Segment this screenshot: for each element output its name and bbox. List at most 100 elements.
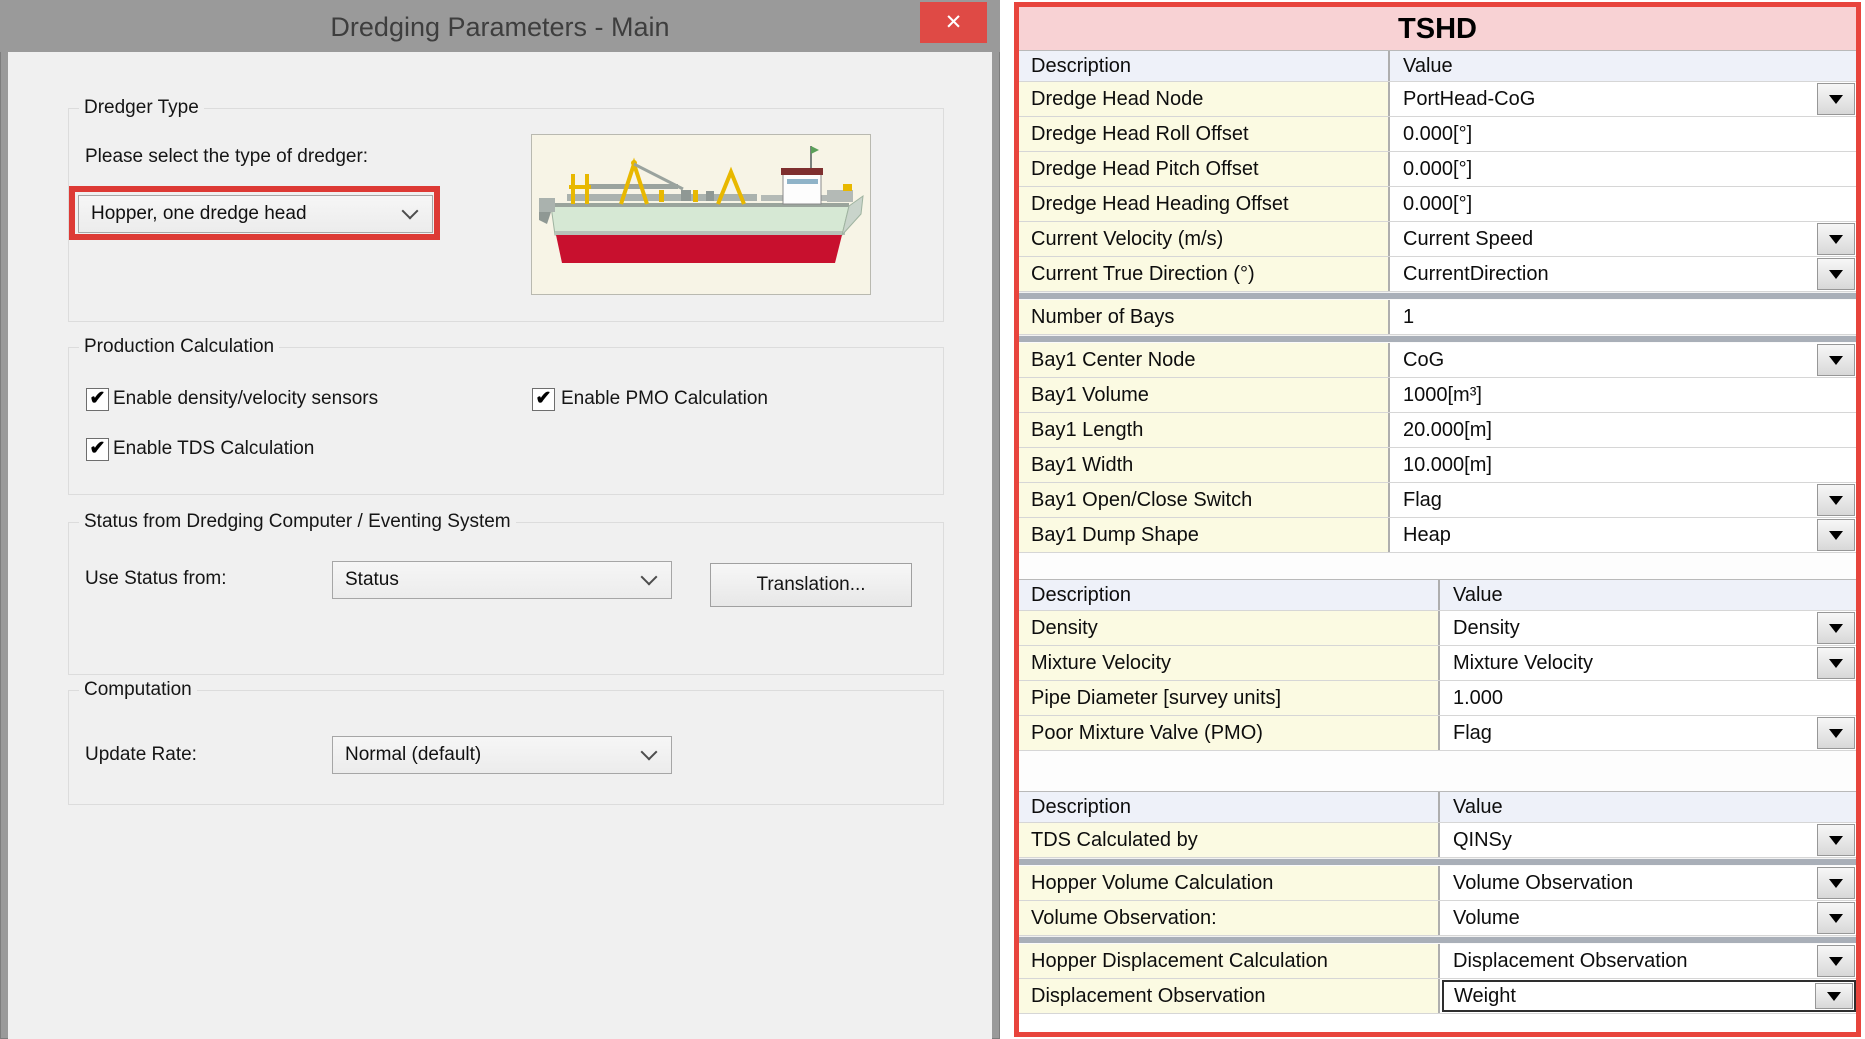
dropdown-arrow-icon [1829,728,1843,738]
checkbox-tds-calculation-label: Enable TDS Calculation [113,438,315,459]
dropdown-button[interactable] [1817,83,1855,115]
dropdown-button[interactable] [1817,612,1855,644]
update-rate-dropdown[interactable]: Normal (default) [332,736,672,774]
row-label: Dredge Head Roll Offset [1019,117,1388,151]
dropdown-arrow-icon [1829,530,1843,540]
dropdown-button[interactable] [1817,867,1855,899]
row-label: Current Velocity (m/s) [1019,222,1388,256]
table-row: Displacement Observation Weight [1019,979,1856,1014]
table-row: Bay1 Open/Close Switch Flag [1019,483,1856,518]
checkbox-tds-calculation[interactable]: ✔ [86,438,109,461]
dropdown-button[interactable] [1817,519,1855,551]
row-value-cell: Flag [1388,483,1856,517]
table-row: Current True Direction (°) CurrentDirecti… [1019,257,1856,292]
row-value-text: Density [1453,616,1520,639]
row-value-cell: PortHead-CoG [1388,82,1856,116]
row-label: Bay1 Dump Shape [1019,518,1388,552]
focused-combo[interactable]: Weight [1442,980,1856,1012]
row-value-cell[interactable]: 1 [1388,300,1856,334]
dropdown-button[interactable] [1817,223,1855,255]
row-value-cell: Flag [1438,716,1856,750]
table-row: Pipe Diameter [survey units] 1.000 [1019,681,1856,716]
row-value-text[interactable]: 0.000[°] [1403,192,1473,215]
table-row: Dredge Head Heading Offset 0.000[°] [1019,187,1856,222]
dredger-type-dropdown[interactable]: Hopper, one dredge head [78,195,433,233]
row-value-cell: Volume [1438,901,1856,935]
table-row: Bay1 Volume 1000[m³] [1019,378,1856,413]
check-icon: ✔ [89,438,106,459]
use-status-from-label: Use Status from: [85,568,227,589]
checkbox-density-velocity-sensors[interactable]: ✔ [86,388,109,411]
row-value-text[interactable]: 0.000[°] [1403,157,1473,180]
status-source-dropdown[interactable]: Status [332,561,672,599]
row-value-text[interactable]: 0.000[°] [1403,122,1473,145]
row-value-text[interactable]: 10.000[m] [1403,453,1492,476]
row-value-cell: Current Speed [1388,222,1856,256]
dropdown-arrow-icon [1829,234,1843,244]
row-label: Displacement Observation [1019,979,1438,1013]
dropdown-arrow-icon [1829,269,1843,279]
table-gap [1019,553,1856,579]
close-button[interactable]: ✕ [920,2,987,43]
table-row: Hopper Volume Calculation Volume Observat… [1019,866,1856,901]
dialog-title: Dredging Parameters - Main [330,12,670,42]
dropdown-button[interactable] [1815,983,1853,1009]
column-header-value-text: Value [1453,583,1503,606]
dropdown-arrow-icon [1829,623,1843,633]
dropdown-button[interactable] [1817,258,1855,290]
row-value-cell[interactable]: 20.000[m] [1388,413,1856,447]
update-rate-label: Update Rate: [85,744,197,765]
row-value-text[interactable]: 1 [1403,305,1415,328]
group-dredger-type: Dredger Type Please select the type of d… [68,97,944,322]
row-value-cell[interactable]: 0.000[°] [1388,117,1856,151]
row-value-cell[interactable]: 0.000[°] [1388,187,1856,221]
column-header-description: Description [1019,580,1438,610]
checkbox-pmo-calculation-label: Enable PMO Calculation [561,388,768,409]
table-row: Bay1 Width 10.000[m] [1019,448,1856,483]
dropdown-arrow-icon [1829,835,1843,845]
row-value-cell[interactable]: 1000[m³] [1388,378,1856,412]
row-label: Bay1 Center Node [1019,343,1388,377]
row-value-cell: CurrentDirection [1388,257,1856,291]
translation-button[interactable]: Translation... [710,563,912,607]
row-value-cell: Volume Observation [1438,866,1856,900]
group-computation: Computation Update Rate: Normal (default… [68,679,944,805]
row-value-text: Volume Observation [1453,871,1634,894]
row-label: Poor Mixture Valve (PMO) [1019,716,1438,750]
row-value-text: QINSy [1453,828,1512,851]
row-label: Bay1 Open/Close Switch [1019,483,1388,517]
group-status-source: Status from Dredging Computer / Eventing… [68,511,944,675]
dropdown-button[interactable] [1817,717,1855,749]
dropdown-button[interactable] [1817,902,1855,934]
dropdown-button[interactable] [1817,824,1855,856]
dropdown-arrow-icon [1829,658,1843,668]
row-value-text[interactable]: 1000[m³] [1403,383,1482,406]
row-value-cell[interactable]: 1.000 [1438,681,1856,715]
row-label: TDS Calculated by [1019,823,1438,857]
tshd-panel: TSHD Description Value Dredge Head Node Por… [1014,2,1861,1037]
close-icon: ✕ [944,11,963,34]
dropdown-button[interactable] [1817,647,1855,679]
dropdown-button[interactable] [1817,945,1855,977]
table-row: Current Velocity (m/s) Current Speed [1019,222,1856,257]
row-label: Bay1 Volume [1019,378,1388,412]
chevron-down-icon [640,568,658,586]
row-value-text: Weight [1454,984,1516,1007]
dropdown-button[interactable] [1817,484,1855,516]
panel-filler [1019,1014,1856,1032]
table-header-row: Description Value [1019,50,1856,82]
chevron-down-icon [401,202,419,220]
table-row: Poor Mixture Valve (PMO) Flag [1019,716,1856,751]
row-value-cell[interactable]: 0.000[°] [1388,152,1856,186]
row-value-text: PortHead-CoG [1403,87,1536,110]
row-value-cell[interactable]: 10.000[m] [1388,448,1856,482]
row-label: Dredge Head Heading Offset [1019,187,1388,221]
dropdown-button[interactable] [1817,344,1855,376]
row-value-cell: Mixture Velocity [1438,646,1856,680]
checkbox-pmo-calculation[interactable]: ✔ [532,388,555,411]
translation-button-label: Translation... [756,574,866,595]
row-value-text[interactable]: 1.000 [1453,686,1504,709]
dialog-titlebar[interactable]: Dredging Parameters - Main ✕ [0,0,1000,52]
row-value-text[interactable]: 20.000[m] [1403,418,1492,441]
